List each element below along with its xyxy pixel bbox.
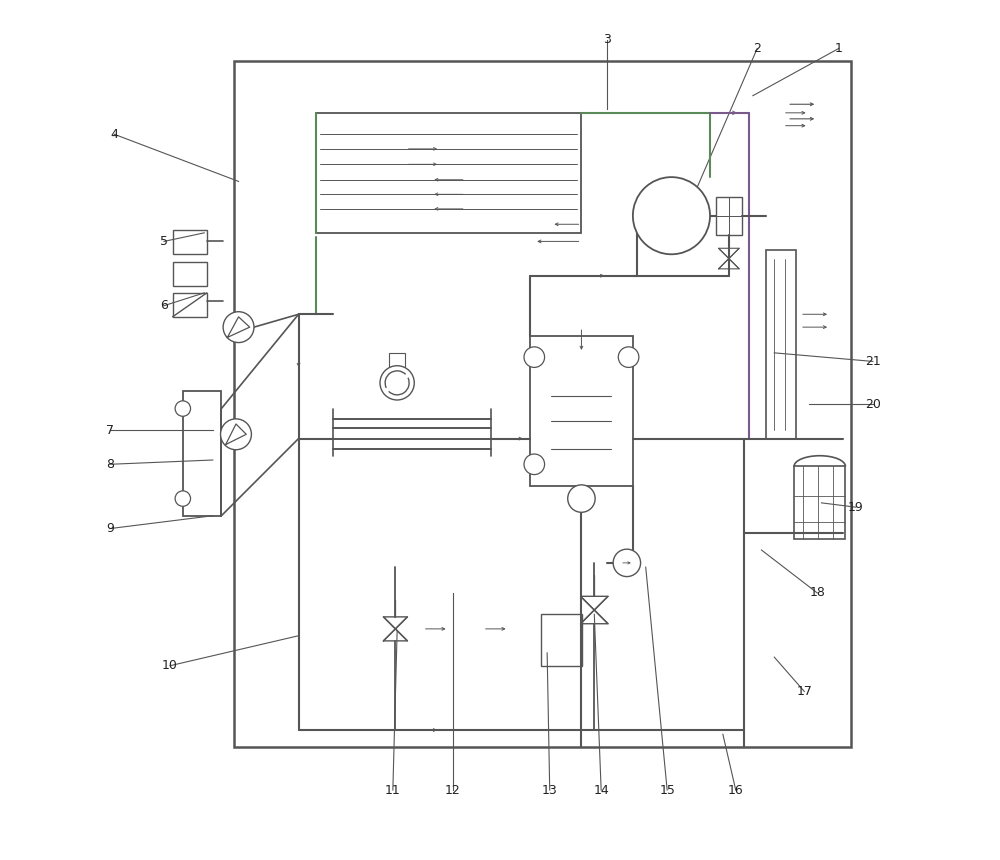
Text: 15: 15 [659, 783, 675, 796]
Bar [389, 353, 405, 366]
Circle shape [613, 550, 641, 576]
Circle shape [568, 485, 595, 513]
Text: 1: 1 [835, 42, 843, 55]
Bar [530, 335, 633, 486]
Circle shape [221, 419, 251, 450]
Text: 18: 18 [809, 587, 825, 599]
Bar [173, 262, 207, 286]
Text: 6: 6 [160, 299, 168, 312]
Text: 2: 2 [753, 42, 761, 55]
Circle shape [633, 177, 710, 255]
Text: 14: 14 [593, 783, 609, 796]
Circle shape [524, 347, 545, 367]
Bar [183, 391, 221, 516]
Text: 3: 3 [603, 34, 611, 46]
Text: 19: 19 [848, 501, 864, 513]
Bar [716, 197, 742, 235]
Circle shape [618, 347, 639, 367]
Text: 10: 10 [162, 660, 178, 673]
Text: 11: 11 [385, 783, 401, 796]
Text: 5: 5 [160, 235, 168, 248]
Text: 13: 13 [542, 783, 558, 796]
Text: 8: 8 [106, 458, 114, 470]
Text: 17: 17 [796, 685, 812, 698]
Circle shape [380, 366, 414, 400]
Text: 21: 21 [865, 355, 881, 368]
Bar [173, 293, 207, 316]
Bar [234, 61, 851, 747]
Bar [541, 614, 582, 666]
Text: 7: 7 [106, 423, 114, 437]
Text: 20: 20 [865, 398, 881, 411]
Text: 4: 4 [110, 128, 118, 141]
Bar [766, 250, 796, 439]
Circle shape [524, 454, 545, 475]
Bar [173, 230, 207, 255]
Circle shape [223, 311, 254, 342]
Circle shape [175, 401, 191, 416]
Circle shape [175, 491, 191, 507]
Text: 16: 16 [728, 783, 744, 796]
Bar [794, 466, 845, 539]
Text: 12: 12 [445, 783, 461, 796]
Bar [316, 113, 581, 233]
Text: 9: 9 [106, 522, 114, 535]
